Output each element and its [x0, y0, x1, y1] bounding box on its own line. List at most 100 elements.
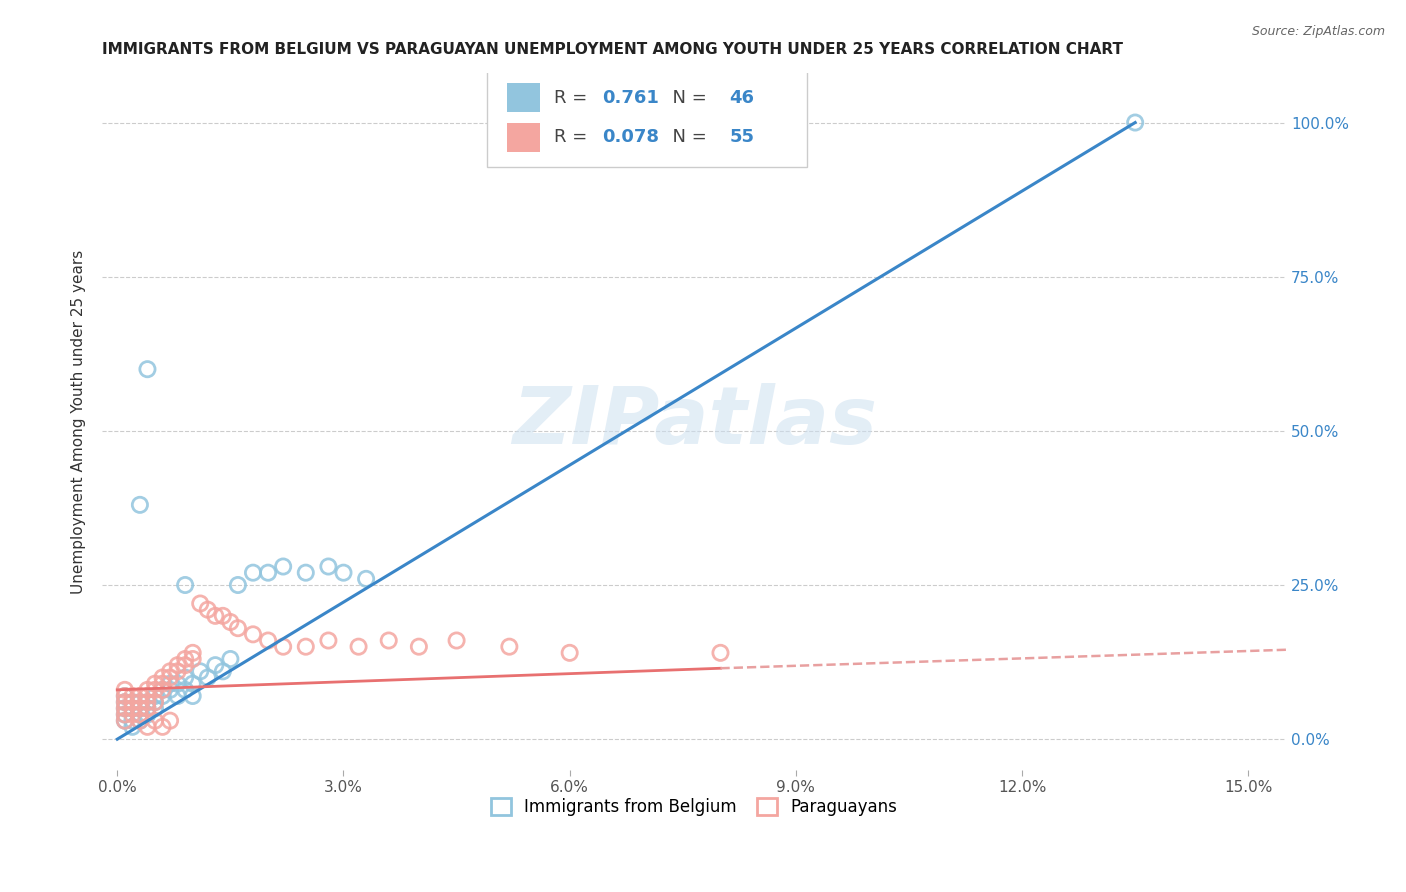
Point: [121, 701, 143, 715]
Point: [136, 707, 159, 722]
Point: [152, 689, 174, 703]
Point: [197, 602, 219, 616]
Point: [129, 707, 152, 722]
Point: [114, 695, 136, 709]
Point: [152, 671, 174, 685]
Point: [129, 707, 152, 722]
Point: [143, 701, 166, 715]
Point: [114, 682, 136, 697]
Point: [143, 689, 166, 703]
Point: [152, 682, 174, 697]
Point: [129, 701, 152, 715]
Point: [498, 640, 520, 654]
Point: [174, 671, 197, 685]
Point: [166, 689, 188, 703]
Text: R =: R =: [554, 128, 593, 146]
Point: [143, 695, 166, 709]
Point: [174, 652, 197, 666]
Point: [129, 714, 152, 728]
Point: [159, 665, 181, 679]
Point: [197, 671, 219, 685]
Point: [121, 707, 143, 722]
Point: [181, 689, 204, 703]
Point: [143, 682, 166, 697]
Point: [129, 695, 152, 709]
Text: N =: N =: [661, 88, 713, 106]
Point: [257, 633, 280, 648]
Point: [211, 608, 233, 623]
Point: [181, 676, 204, 690]
Point: [136, 701, 159, 715]
Point: [354, 572, 377, 586]
Point: [136, 362, 159, 376]
Point: [121, 695, 143, 709]
Point: [129, 689, 152, 703]
Point: [219, 615, 242, 629]
Text: 0.078: 0.078: [602, 128, 659, 146]
Point: [136, 682, 159, 697]
Point: [114, 689, 136, 703]
Y-axis label: Unemployment Among Youth under 25 years: Unemployment Among Youth under 25 years: [72, 250, 86, 594]
Text: ZIPatlas: ZIPatlas: [512, 383, 876, 460]
Point: [174, 658, 197, 673]
Point: [226, 621, 249, 635]
Point: [294, 640, 316, 654]
Point: [136, 695, 159, 709]
Point: [347, 640, 370, 654]
Point: [709, 646, 731, 660]
Point: [136, 695, 159, 709]
Point: [181, 652, 204, 666]
Point: [136, 701, 159, 715]
Point: [129, 701, 152, 715]
Point: [204, 658, 226, 673]
Text: Source: ZipAtlas.com: Source: ZipAtlas.com: [1251, 25, 1385, 38]
Text: IMMIGRANTS FROM BELGIUM VS PARAGUAYAN UNEMPLOYMENT AMONG YOUTH UNDER 25 YEARS CO: IMMIGRANTS FROM BELGIUM VS PARAGUAYAN UN…: [103, 42, 1123, 57]
Point: [188, 597, 211, 611]
Point: [166, 658, 188, 673]
Point: [129, 714, 152, 728]
Point: [242, 566, 264, 580]
Point: [181, 646, 204, 660]
Point: [377, 633, 399, 648]
Point: [152, 682, 174, 697]
Point: [318, 559, 340, 574]
Text: R =: R =: [554, 88, 593, 106]
Point: [166, 665, 188, 679]
Point: [129, 498, 152, 512]
Point: [188, 665, 211, 679]
FancyBboxPatch shape: [508, 83, 540, 112]
Point: [558, 646, 581, 660]
Point: [294, 566, 316, 580]
Point: [446, 633, 468, 648]
Point: [271, 559, 294, 574]
Point: [114, 707, 136, 722]
Point: [211, 665, 233, 679]
Point: [129, 695, 152, 709]
Point: [204, 608, 226, 623]
Point: [121, 689, 143, 703]
Point: [332, 566, 354, 580]
Point: [152, 676, 174, 690]
Point: [136, 689, 159, 703]
Text: N =: N =: [661, 128, 713, 146]
Point: [159, 676, 181, 690]
FancyBboxPatch shape: [508, 123, 540, 152]
Point: [121, 695, 143, 709]
Point: [226, 578, 249, 592]
Point: [143, 695, 166, 709]
Point: [318, 633, 340, 648]
Point: [152, 720, 174, 734]
Point: [219, 652, 242, 666]
Point: [174, 578, 197, 592]
Point: [114, 701, 136, 715]
Legend: Immigrants from Belgium, Paraguayans: Immigrants from Belgium, Paraguayans: [482, 789, 905, 824]
Point: [121, 701, 143, 715]
Point: [159, 714, 181, 728]
Point: [242, 627, 264, 641]
Point: [174, 682, 197, 697]
Point: [143, 676, 166, 690]
Point: [114, 714, 136, 728]
Point: [114, 707, 136, 722]
Point: [114, 689, 136, 703]
Point: [121, 714, 143, 728]
